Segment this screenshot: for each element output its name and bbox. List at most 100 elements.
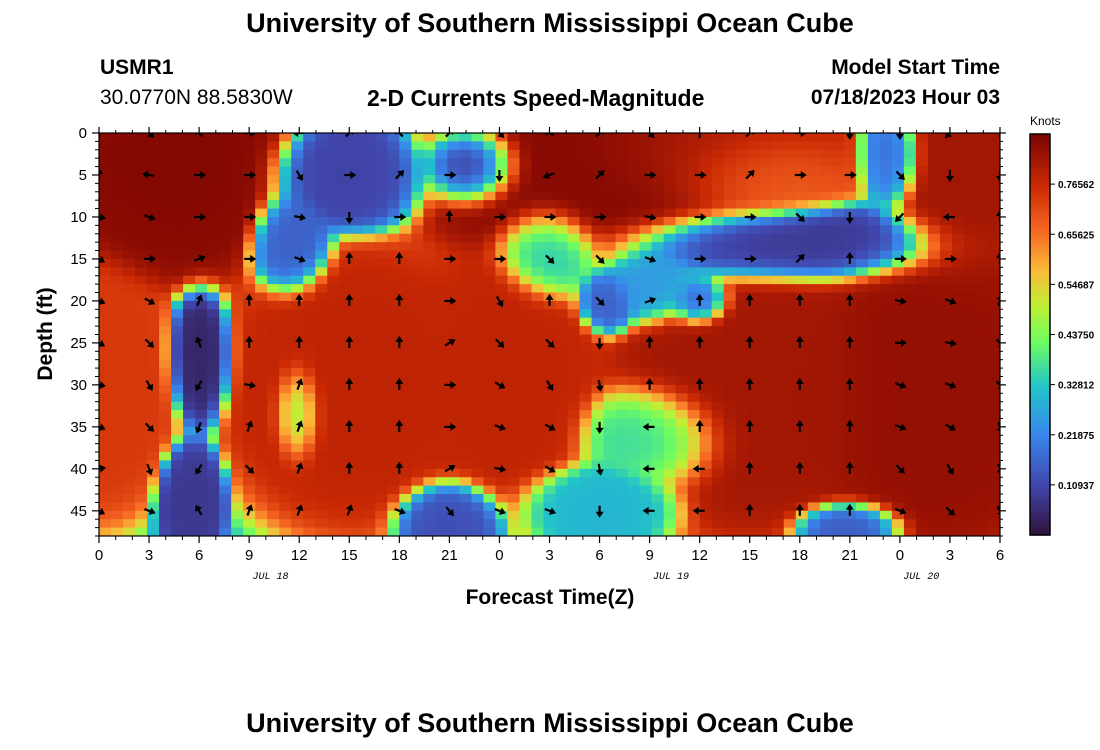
heatmap-cell xyxy=(555,141,569,151)
heatmap-cell xyxy=(699,300,713,310)
vector-head xyxy=(645,377,654,384)
heatmap-cell xyxy=(771,452,785,462)
heatmap-cell xyxy=(543,275,557,285)
heatmap-cell xyxy=(579,401,593,411)
heatmap-cell xyxy=(471,317,485,327)
heatmap-cell xyxy=(303,359,316,369)
heatmap-cell xyxy=(855,460,869,470)
heatmap-cell xyxy=(255,250,268,260)
heatmap-cell xyxy=(639,149,653,159)
heatmap-cell xyxy=(327,435,340,445)
heatmap-cell xyxy=(447,284,460,294)
heatmap-cell xyxy=(399,485,412,495)
heatmap-cell xyxy=(231,141,244,151)
heatmap-cell xyxy=(99,510,112,520)
heatmap-cell xyxy=(555,208,569,218)
heatmap-cell xyxy=(951,368,965,378)
heatmap-cell xyxy=(555,267,569,277)
heatmap-cell xyxy=(243,284,256,294)
heatmap-cell xyxy=(231,183,244,193)
heatmap-cell xyxy=(543,384,557,394)
heatmap-cell xyxy=(159,351,172,361)
heatmap-cell xyxy=(603,342,617,352)
heatmap-cell xyxy=(387,250,400,260)
heatmap-cell xyxy=(951,174,965,184)
vector-head xyxy=(247,466,255,474)
heatmap-cell xyxy=(771,435,785,445)
heatmap-cell xyxy=(675,191,689,201)
heatmap-cell xyxy=(399,334,412,344)
heatmap-cell xyxy=(771,267,785,277)
heatmap-cell xyxy=(963,250,977,260)
vector-head xyxy=(295,293,304,300)
x-tick-label: 6 xyxy=(195,547,203,564)
heatmap-cell xyxy=(735,376,749,386)
heatmap-cell xyxy=(663,200,677,210)
heatmap-cell xyxy=(759,250,773,260)
heatmap-cell xyxy=(783,351,797,361)
heatmap-cell xyxy=(591,191,605,201)
heatmap-cell xyxy=(879,267,893,277)
heatmap-cell xyxy=(435,519,448,529)
current-vector xyxy=(894,338,907,347)
heatmap-cell xyxy=(255,401,268,411)
heatmap-cell xyxy=(447,183,460,193)
heatmap-cell xyxy=(435,435,448,445)
heatmap-cell xyxy=(435,384,448,394)
vector-head xyxy=(949,381,957,390)
heatmap-cell xyxy=(483,435,497,445)
vector-head xyxy=(146,340,155,348)
heatmap-cell xyxy=(651,368,665,378)
heatmap-cell xyxy=(147,401,160,411)
heatmap-cell xyxy=(147,208,160,218)
heatmap-cell xyxy=(567,443,581,453)
heatmap-cell xyxy=(795,133,809,142)
heatmap-cell xyxy=(987,494,1000,504)
heatmap-cell xyxy=(987,468,1000,478)
heatmap-cell xyxy=(327,401,340,411)
heatmap-cell xyxy=(243,183,256,193)
heatmap-cell xyxy=(747,174,761,184)
heatmap-cell xyxy=(579,133,593,142)
heatmap-cell xyxy=(291,191,304,201)
heatmap-cell xyxy=(651,485,665,495)
colorbar-segment xyxy=(1030,174,1050,179)
heatmap-cell xyxy=(675,300,689,310)
heatmap-cell xyxy=(447,250,460,260)
heatmap-cell xyxy=(723,502,737,512)
heatmap-cell xyxy=(759,149,773,159)
heatmap-cell xyxy=(939,519,953,529)
heatmap-cell xyxy=(363,401,376,411)
heatmap-cell xyxy=(699,242,713,252)
heatmap-cell xyxy=(555,166,569,176)
heatmap-cell xyxy=(195,368,208,378)
heatmap-cell xyxy=(711,401,725,411)
heatmap-cell xyxy=(699,250,713,260)
current-vector xyxy=(244,213,257,221)
heatmap-cell xyxy=(531,275,545,285)
heatmap-cell xyxy=(111,485,124,495)
heatmap-cell xyxy=(615,275,629,285)
heatmap-cell xyxy=(939,401,953,411)
heatmap-cell xyxy=(711,225,725,235)
heatmap-cell xyxy=(951,468,965,478)
heatmap-cell xyxy=(459,342,473,352)
heatmap-cell xyxy=(831,443,845,453)
heatmap-cell xyxy=(135,225,148,235)
heatmap-cell xyxy=(315,300,328,310)
colorbar-segment xyxy=(1030,458,1050,463)
heatmap-cell xyxy=(879,200,893,210)
colorbar-segment xyxy=(1030,287,1050,292)
heatmap-cell xyxy=(519,494,533,504)
heatmap-cell xyxy=(459,166,473,176)
heatmap-cell xyxy=(879,502,893,512)
heatmap-cell xyxy=(843,174,857,184)
heatmap-cell xyxy=(327,216,340,226)
heatmap-cell xyxy=(303,216,316,226)
heatmap-cell xyxy=(291,200,304,210)
heatmap-cell xyxy=(963,426,977,436)
current-vector xyxy=(692,464,705,473)
heatmap-cell xyxy=(315,477,328,487)
heatmap-cell xyxy=(903,384,917,394)
heatmap-cell xyxy=(663,275,677,285)
